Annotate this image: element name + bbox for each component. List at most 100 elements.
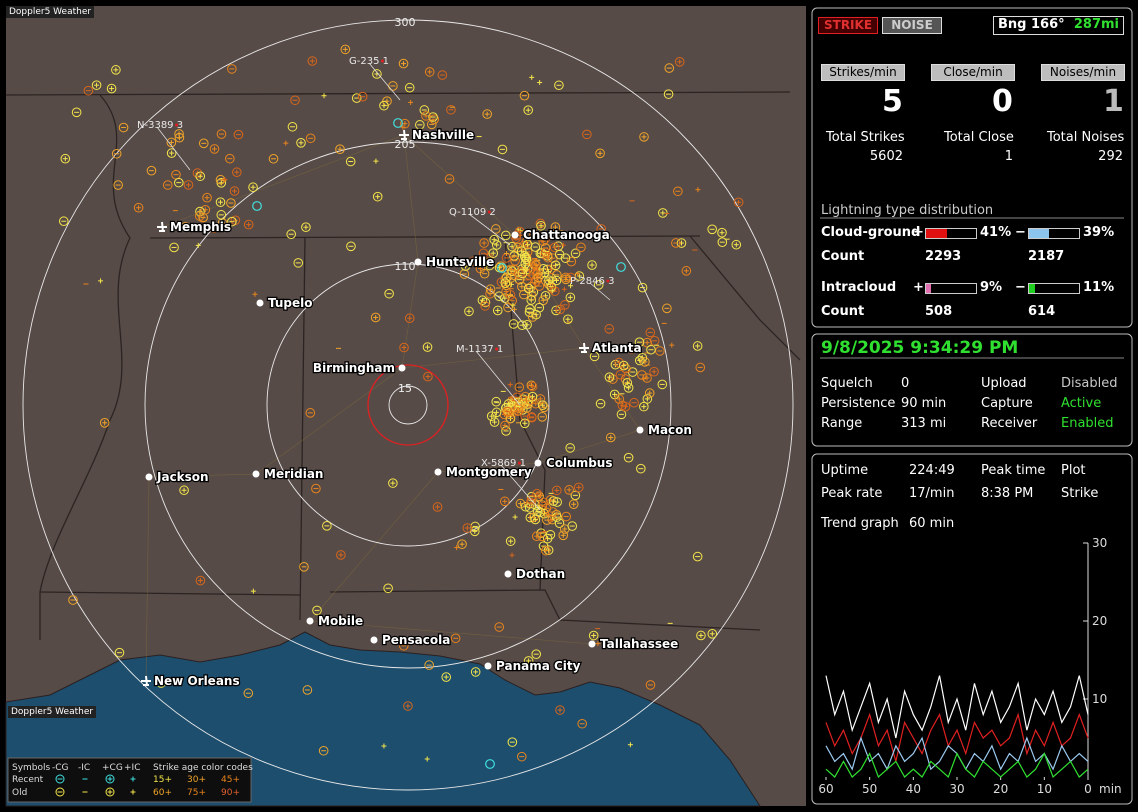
strike-ring (99, 418, 110, 428)
strike-symbol (516, 246, 527, 256)
strike-symbol (485, 284, 496, 295)
strike-symbol (596, 224, 607, 234)
storm-leader (368, 62, 401, 101)
strike-ring (173, 177, 184, 188)
strike-symbol (521, 254, 532, 264)
strike-symbol (340, 44, 351, 55)
strike-ring (527, 312, 538, 322)
strike-symbol (457, 539, 467, 549)
strike-ring (523, 656, 534, 666)
strike-symbol (491, 224, 501, 234)
strike-ring (530, 514, 541, 525)
setting-value: 313 mi (901, 416, 947, 431)
strike-ring (513, 403, 524, 413)
strike-ring (400, 118, 410, 129)
airport-icon (141, 675, 151, 687)
strike-symbol (529, 229, 539, 240)
strike-symbol (424, 756, 430, 762)
strike-symbol (495, 261, 506, 271)
stat-value: 8:38 PM (981, 486, 1034, 501)
strike-ring (614, 357, 624, 368)
strike-symbol (544, 275, 554, 285)
strike-symbol (521, 237, 532, 247)
ring-label: 300 (395, 16, 416, 29)
strike-ring (296, 138, 306, 148)
strike-symbol (549, 288, 555, 294)
strike-symbol (537, 79, 543, 85)
panel (811, 453, 1133, 805)
stat-label: Peak time (981, 463, 1046, 478)
stat-label: Uptime (821, 463, 869, 478)
strike-symbol (505, 413, 515, 424)
strike-symbol (588, 630, 599, 641)
strike-ring (618, 360, 629, 371)
strike-symbol (441, 672, 452, 682)
strike-ring (595, 398, 606, 409)
strike-symbol (731, 239, 742, 250)
strike-ring (422, 342, 433, 352)
strike-symbol (113, 180, 123, 190)
stat-label: Plot (1061, 463, 1086, 478)
noise-toggle[interactable]: NOISE (882, 17, 942, 34)
strike-ring (507, 737, 518, 747)
strike-ring (429, 114, 440, 125)
strike-ring (627, 344, 637, 354)
strike-symbol (346, 241, 356, 252)
strike-symbol (179, 485, 189, 496)
strike-symbol (673, 186, 683, 197)
strike-ring (312, 605, 322, 616)
strike-symbol (106, 83, 117, 94)
strike-ring (227, 64, 237, 74)
strike-symbol (530, 514, 541, 525)
storm-tag: G-235 1 (349, 56, 389, 67)
percent-label: 9% (980, 280, 1003, 295)
strike-ring (564, 485, 574, 495)
strike-ring (488, 248, 499, 258)
strike-ring (492, 305, 503, 316)
strike-ring (640, 357, 650, 367)
strike-symbol (243, 219, 254, 230)
strike-symbol (627, 742, 633, 748)
strike-symbol (554, 80, 564, 91)
sign: − (1015, 225, 1026, 240)
storm-id: G-235 (349, 56, 379, 67)
strike-symbol (252, 291, 258, 297)
strike-symbol (209, 223, 219, 234)
strike-symbol (577, 718, 588, 729)
percent-fill (1029, 229, 1049, 238)
strike-ring (540, 247, 551, 258)
strike-symbol (620, 401, 631, 412)
strike-symbol (195, 242, 201, 248)
count-label: Count (821, 304, 865, 319)
strike-ring (629, 397, 639, 408)
percent-label: 39% (1083, 225, 1115, 240)
rate-label: Close/min (931, 64, 1015, 81)
strike-symbol (605, 432, 616, 443)
strike-symbol (614, 394, 625, 404)
strike-symbol (173, 177, 184, 188)
strike-toggle[interactable]: STRIKE (818, 17, 878, 34)
storm-dot (517, 461, 521, 465)
strike-ring (479, 238, 489, 248)
strike-ring (570, 248, 581, 259)
strike-symbol (543, 252, 553, 263)
city-label: Dothan (516, 567, 565, 581)
strike-symbol (522, 319, 532, 330)
strike-symbol (669, 342, 675, 348)
storm-tag: Q-1109 2 (449, 207, 496, 218)
strike-symbol (492, 305, 503, 316)
strike-ring (491, 240, 502, 250)
strike-ring (596, 224, 607, 234)
strike-ring (133, 202, 144, 213)
strike-ring (501, 230, 511, 241)
strike-ring (444, 174, 455, 184)
strike-symbol (533, 272, 544, 283)
setting-label: Receiver (981, 416, 1038, 431)
panel (811, 7, 1133, 328)
strike-symbol (507, 266, 518, 276)
strike-ring (180, 222, 191, 232)
strike-ring (441, 672, 452, 682)
rate-value: 0 (992, 84, 1013, 119)
strike-ring (644, 388, 655, 398)
strike-ring (707, 629, 718, 639)
